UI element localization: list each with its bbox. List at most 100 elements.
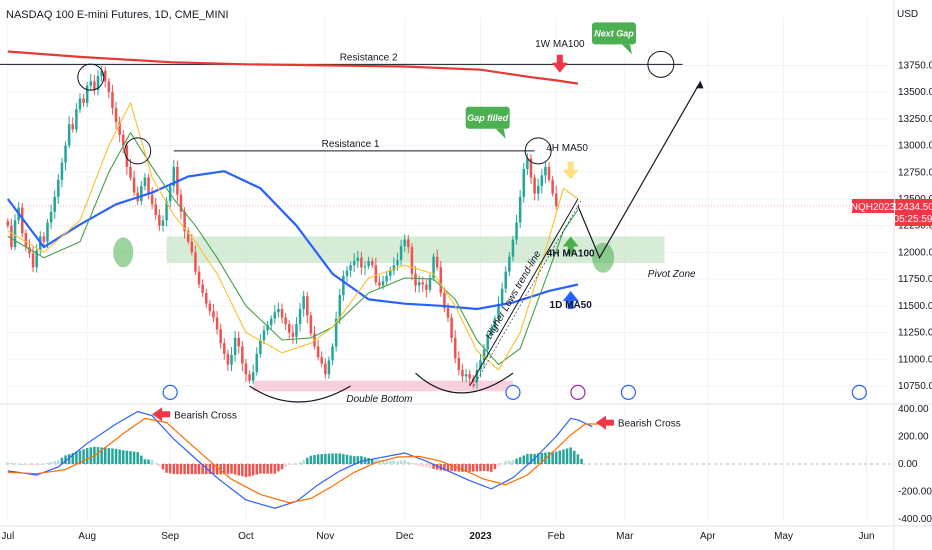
next-gap-callout-pointer [621,44,632,55]
macd-histogram-bar [244,464,248,478]
macd-histogram-bar [176,464,179,475]
ma-1w-arrow [551,54,568,73]
macd-histogram-bar [345,454,349,464]
ma-1w-label: 1W MA100 [535,39,585,50]
macd-histogram-bar [316,454,320,464]
macd-histogram-bar [208,464,212,475]
candle-body [522,169,526,197]
candle-body [6,221,10,226]
macd-histogram-bar [435,464,439,470]
macd-histogram-bar [107,448,111,464]
next-gap-callout-box [591,22,636,45]
macd-histogram-bar [370,458,374,464]
candle-body [150,194,154,205]
macd-histogram-bar [580,458,583,464]
candle-body [410,247,414,274]
macd-histogram-bar [215,464,219,475]
macd-histogram-bar [518,457,522,464]
macd-histogram-bar [425,464,428,468]
macd-histogram-bar [24,464,28,465]
candle-body [490,328,493,336]
macd-tick-label: 0.00 [898,459,918,470]
candle-body [280,309,284,318]
time-axis[interactable]: Jul Aug Sep Oct Nov Dec 2023 Feb Mar Apr May Jun [1,531,874,542]
candle-body [425,284,428,290]
macd-histogram-bar [490,464,493,472]
ma-1d50-arrow [562,291,579,310]
calendar-event-icon[interactable] [162,384,178,400]
resistance-2-label: Resistance 2 [340,52,398,63]
candle-body [223,343,226,354]
macd-histogram-bar [587,464,590,466]
macd-histogram-bar [320,454,323,464]
macd-histogram-bar [396,461,399,464]
macd-histogram-bar [565,448,569,464]
double-bottom-arc-right [415,372,514,394]
ma-1d50-label: 1D MA50 [550,300,593,311]
macd-histogram-bar [161,464,165,470]
macd-histogram-bar [255,464,259,475]
price-axis[interactable]: 10750.00 11000.00 11250.00 11500.00 11750.00… [6,60,932,525]
macd-histogram-bar [197,464,201,475]
candle-body [186,231,190,242]
macd-histogram-bar [551,451,554,464]
ma-line-4h-ma50 [7,102,579,371]
price-tick-label: 11750.00 [898,274,932,285]
candle-body [551,179,554,194]
candle-body [349,265,352,271]
macd-histogram-bar [511,460,515,464]
macd-histogram-bar [342,454,345,464]
candle-body [255,353,259,373]
candle-body [486,335,489,350]
time-tick-label: Dec [396,531,414,542]
candle-body [320,357,323,364]
macd-histogram-bar [287,464,291,465]
macd-histogram-bar [284,464,287,468]
double-bottom-label: Double Bottom [346,394,412,405]
candle-body [468,374,471,379]
macd-histogram-bar [114,448,118,464]
macd-line [7,410,593,509]
calendar-event-icon[interactable] [620,384,637,400]
calendar-event-icon[interactable] [851,384,867,400]
macd-histogram-bar [522,455,526,464]
candle-body [147,177,150,195]
time-tick-label: Jul [1,531,14,542]
candle-body [504,271,507,289]
candle-body [125,145,129,167]
macd-histogram-bar [576,454,580,464]
macd-histogram-bar [233,464,237,475]
candle-body [219,329,222,344]
candle-body [352,260,356,266]
gap-filled-callout-label: Gap filled [467,113,509,123]
macd-histogram-bar [262,464,266,474]
macd-histogram-bar [201,464,204,475]
time-tick-label: Sep [161,531,179,542]
dividend-icon[interactable] [505,384,521,400]
symbol-tag-bg [852,198,894,213]
lightning-icon[interactable] [570,384,586,400]
macd-histogram-bar [89,447,93,464]
macd-histogram-bar [407,461,410,464]
pivot-zone-label: Pivot Zone [648,269,696,280]
candle-body [392,265,396,271]
candle-body [197,271,201,285]
macd-histogram-bar [259,464,262,474]
macd-histogram-bar [529,453,533,464]
macd-histogram-bar [67,454,71,464]
macd-histogram-bar [277,464,280,472]
macd-histogram-bar [158,464,161,467]
candle-body [327,360,331,375]
candle-body [248,374,251,381]
time-tick-label: Apr [700,531,716,542]
candle-body [24,233,28,248]
macd-histogram-bar [17,463,20,465]
macd-histogram-bar [100,447,103,464]
pivot-target-marker [592,242,615,273]
macd-histogram-bar [125,450,129,464]
macd-histogram-bar [389,460,392,464]
candle-body [450,317,453,338]
candle-body [85,85,89,103]
candle-body [161,220,165,226]
